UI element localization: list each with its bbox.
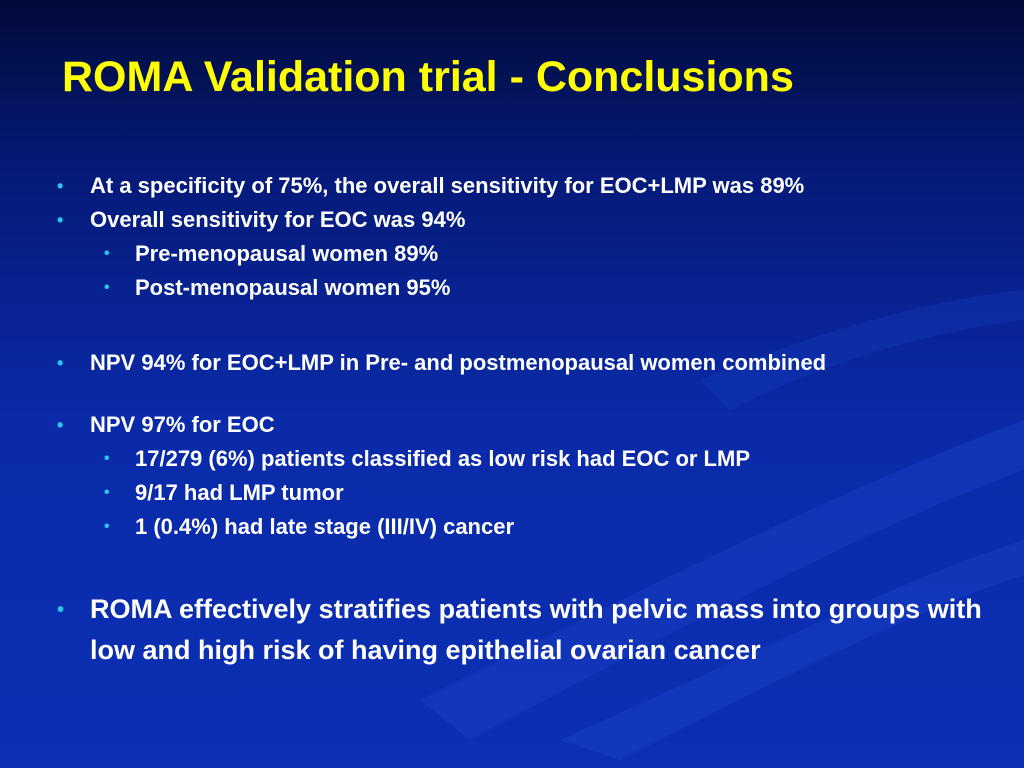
conclusion-text: ROMA effectively stratifies patients wit… — [90, 594, 982, 665]
bullet-item: • NPV 97% for EOC — [57, 412, 1015, 438]
sub-bullet-text: 9/17 had LMP tumor — [135, 480, 344, 505]
sub-bullet-text: Post-menopausal women 95% — [135, 275, 451, 300]
conclusion-bullet-item: • ROMA effectively stratifies patients w… — [57, 589, 1020, 671]
bullet-text: NPV 97% for EOC — [90, 412, 275, 437]
sub-bullet-text: 17/279 (6%) patients classified as low r… — [135, 446, 750, 471]
sub-bullet-item: • 9/17 had LMP tumor — [104, 480, 1015, 506]
sub-bullet-point-icon: • — [104, 279, 110, 296]
bullet-point-icon: • — [57, 353, 64, 373]
bullet-point-icon: • — [57, 415, 64, 435]
bullet-point-icon: • — [57, 210, 64, 230]
sub-bullet-point-icon: • — [104, 518, 110, 535]
sub-bullet-point-icon: • — [104, 484, 110, 501]
sub-bullet-item: • Post-menopausal women 95% — [104, 275, 1015, 301]
bullet-point-icon: • — [57, 176, 64, 196]
bullet-item: • NPV 94% for EOC+LMP in Pre- and postme… — [57, 350, 950, 376]
bullet-point-icon: • — [57, 599, 65, 621]
bullet-text: Overall sensitivity for EOC was 94% — [90, 207, 466, 232]
sub-bullet-text: 1 (0.4%) had late stage (III/IV) cancer — [135, 514, 515, 539]
bullet-text: At a specificity of 75%, the overall sen… — [90, 173, 805, 198]
sub-bullet-item: • 17/279 (6%) patients classified as low… — [104, 446, 1015, 472]
sub-bullet-text: Pre-menopausal women 89% — [135, 241, 439, 266]
sub-bullet-point-icon: • — [104, 450, 110, 467]
sub-bullet-item: • 1 (0.4%) had late stage (III/IV) cance… — [104, 514, 1015, 540]
bullet-item: • Overall sensitivity for EOC was 94% — [57, 207, 1015, 233]
sub-bullet-point-icon: • — [104, 245, 110, 262]
bullet-text: NPV 94% for EOC+LMP in Pre- and postmeno… — [90, 350, 827, 375]
bullet-item: • At a specificity of 75%, the overall s… — [57, 173, 1015, 199]
sub-bullet-item: • Pre-menopausal women 89% — [104, 241, 1015, 267]
slide-title: ROMA Validation trial - Conclusions — [62, 53, 794, 101]
